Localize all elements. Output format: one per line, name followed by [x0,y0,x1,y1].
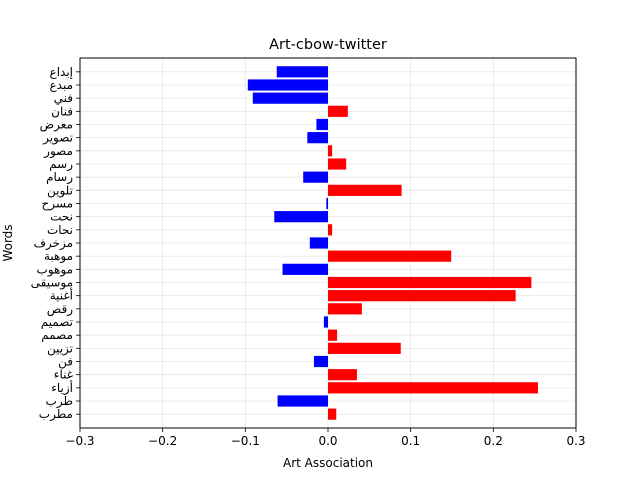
y-tick-label: مبدع [49,78,73,92]
x-tick-label: 0.2 [484,434,503,448]
bar-25 [277,395,328,407]
y-tick-label: فنان [51,104,73,118]
bar-8 [303,171,328,183]
bar-22 [313,355,328,368]
bar-21 [328,342,401,354]
x-tick-label: −0.1 [231,434,260,448]
bar-1 [247,79,328,91]
bar-0 [276,66,328,78]
y-tick-label: موهبة [44,249,73,264]
x-tick-label: 0.3 [566,434,585,448]
y-tick-label: فن [58,355,73,370]
bar-11 [274,211,328,223]
x-axis-label: Art Association [283,456,373,470]
x-axis-ticks: −0.3 −0.2 −0.1 0.0 0.1 0.2 0.3 [65,428,586,448]
chart-title: Art-cbow-twitter [269,37,387,53]
bar-10 [326,197,328,210]
bar-9 [328,184,402,196]
bar-2 [252,92,328,104]
bar-13 [309,237,328,249]
y-tick-label: إبداع [50,65,73,79]
y-tick-label: تصميم [41,315,73,329]
y-axis-ticks: إبداعمبدعفنيفنانمعرضتصويرمصوررسمرسامتلوي… [31,65,80,422]
y-tick-label: مسرح [42,196,74,211]
y-tick-label: طرب [46,394,73,409]
y-tick-label: أغنية [50,288,73,303]
y-tick-label: مصور [43,144,73,159]
y-tick-label: معرض [40,117,73,132]
bar-12 [328,224,333,236]
y-tick-label: أزياء [51,380,73,396]
y-tick-label: رسم [49,157,73,172]
bar-19 [323,316,328,328]
bar-15 [282,263,328,275]
bar-3 [328,105,348,117]
y-tick-label: فني [54,91,73,105]
bar-17 [328,290,516,302]
bar-7 [328,158,347,170]
bar-23 [328,369,357,381]
x-tick-label: −0.2 [148,434,177,448]
y-tick-label: غناء [54,368,73,382]
bar-20 [328,329,338,341]
bar-26 [328,408,337,420]
y-tick-label: مزخرف [33,236,73,251]
y-tick-label: موهوب [37,262,73,277]
y-tick-label: تلوين [47,183,73,198]
bar-4 [316,118,328,131]
x-tick-label: 0.1 [401,434,420,448]
x-tick-label: 0.0 [318,434,337,448]
bar-24 [328,382,538,394]
y-tick-label: مطرب [39,407,73,422]
y-tick-label: مصمم [41,328,73,342]
y-tick-label: تصوير [42,131,73,146]
bar-18 [328,303,362,315]
y-tick-label: رقص [47,302,73,317]
y-tick-label: موسيقى [31,276,73,291]
x-tick-label: −0.3 [65,434,94,448]
y-tick-label: رسام [46,170,73,185]
y-tick-label: نحت [50,210,73,224]
y-tick-label: نحات [47,223,73,237]
bar-6 [328,145,333,157]
bar-5 [307,132,328,144]
y-axis-label: Words [1,224,15,261]
bar-14 [328,250,452,262]
bars-layer [247,66,538,420]
y-tick-label: تزيين [47,341,73,356]
bar-16 [328,276,532,289]
